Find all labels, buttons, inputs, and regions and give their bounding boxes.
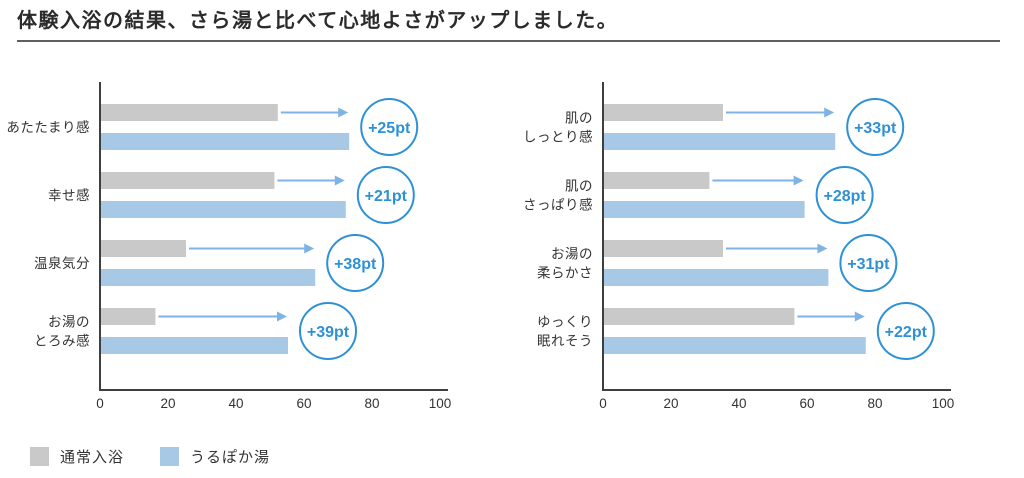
x-tick-label: 80 (364, 396, 379, 411)
increase-arrow-head-icon (277, 311, 287, 322)
x-tick-label: 0 (599, 396, 607, 411)
legend-label-urupoka-bath: うるぽか湯 (190, 448, 271, 466)
category-label: とろみ感 (34, 333, 90, 349)
bar-normal-bath (101, 172, 275, 189)
diff-badge (876, 302, 935, 360)
x-tick-label: 40 (731, 396, 746, 411)
x-tick-label: 60 (296, 396, 311, 411)
bar-urupoka-bath (101, 337, 288, 354)
diff-badge (839, 234, 898, 292)
bar-normal-bath (604, 104, 723, 121)
x-tick-label: 60 (799, 396, 814, 411)
category-label: あたたまり感 (6, 119, 90, 135)
bar-normal-bath (604, 240, 723, 257)
diff-badge-label: +38pt (334, 256, 377, 273)
bar-urupoka-bath (604, 269, 829, 286)
bar-urupoka-bath (604, 133, 836, 150)
x-tick-label: 100 (429, 396, 452, 411)
x-tick-label: 0 (96, 396, 104, 411)
bar-urupoka-bath (101, 269, 316, 286)
increase-arrow-head-icon (334, 175, 345, 186)
category-label: お湯の (551, 246, 593, 262)
diff-badge (299, 302, 357, 360)
diff-badge (360, 98, 419, 156)
bar-urupoka-bath (604, 201, 805, 218)
legend-label-normal-bath: 通常入浴 (60, 448, 125, 466)
category-label: 肌の (565, 111, 593, 126)
x-tick-label: 100 (932, 396, 955, 411)
category-label: しっとり感 (523, 129, 593, 145)
title-underline (17, 40, 1000, 42)
diff-badge (815, 166, 874, 224)
diff-badge-label: +28pt (823, 188, 866, 205)
increase-arrow-head-icon (304, 243, 315, 254)
increase-arrow-head-icon (824, 107, 835, 118)
increase-arrow-head-icon (338, 107, 349, 118)
category-label: ゆっくり (537, 315, 593, 330)
category-label: 柔らかさ (537, 266, 593, 281)
bar-normal-bath (101, 308, 156, 325)
diff-badge-label: +25pt (368, 120, 411, 137)
bar-urupoka-bath (604, 337, 866, 354)
legend-swatch-normal-bath (30, 446, 49, 466)
diff-badge-label: +22pt (885, 324, 928, 341)
x-tick-label: 20 (663, 396, 678, 411)
bar-normal-bath (101, 240, 186, 257)
category-label: お湯の (48, 314, 90, 330)
diff-badge-label: +21pt (365, 188, 408, 205)
charts-svg: 0 20 40 60 80 100 +25pt あたたまり感 +21pt 幸せ感 +38pt 温泉気分… (6, 82, 955, 411)
category-label: 温泉気分 (34, 255, 90, 271)
increase-arrow-head-icon (854, 311, 865, 322)
category-label: 眠れそう (537, 334, 593, 349)
category-label: さっぱり感 (523, 197, 593, 213)
diff-badge (846, 98, 905, 156)
legend-swatch-urupoka-bath (160, 446, 180, 466)
x-tick-label: 20 (160, 396, 175, 411)
category-label: 肌の (565, 179, 593, 194)
bar-normal-bath (604, 308, 795, 325)
diff-badge (356, 166, 415, 224)
x-tick-label: 40 (228, 396, 243, 411)
diff-badge-label: +33pt (854, 120, 897, 137)
increase-arrow-head-icon (817, 243, 828, 254)
bar-urupoka-bath (101, 201, 346, 218)
increase-arrow-head-icon (793, 175, 804, 186)
category-label: 幸せ感 (48, 187, 90, 203)
diff-badge-label: +31pt (847, 256, 890, 273)
bar-urupoka-bath (101, 133, 350, 150)
diff-badge-label: +39pt (307, 324, 350, 341)
bar-normal-bath (604, 172, 710, 189)
x-tick-label: 80 (867, 396, 882, 411)
page-title: 体験入浴の結果、さら湯と比べて心地よさがアップしました。 (17, 10, 619, 32)
bar-normal-bath (101, 104, 278, 121)
legend: 通常入浴 うるぽか湯 (30, 446, 270, 466)
diff-badge (326, 234, 385, 292)
